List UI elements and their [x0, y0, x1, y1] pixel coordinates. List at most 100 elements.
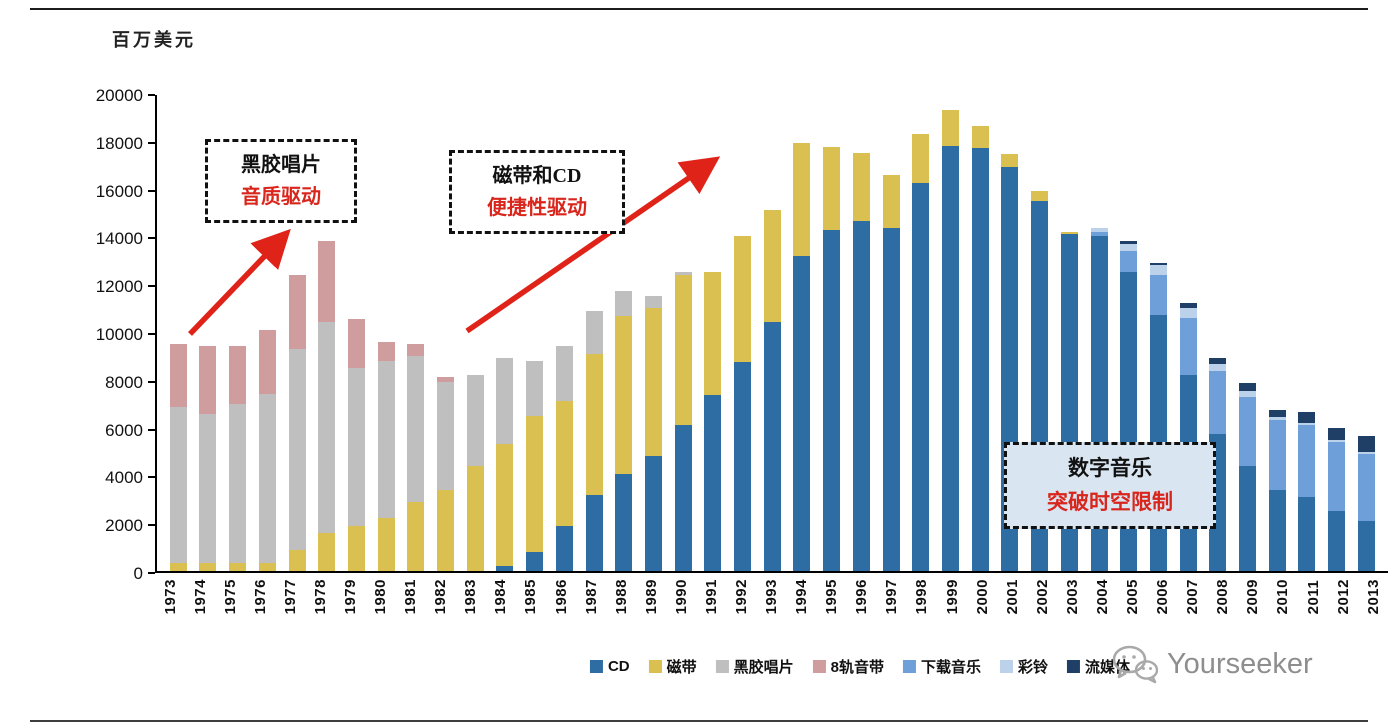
bar-segment [1179, 303, 1197, 309]
bar-segment [674, 274, 692, 426]
bar-column-2010 [1268, 409, 1286, 571]
y-axis-tick [148, 524, 155, 527]
bar-segment [734, 236, 752, 362]
x-axis-label: 1981 [402, 579, 420, 615]
bar-segment [199, 346, 217, 415]
bar-segment [377, 518, 395, 571]
x-axis-slot: 2000 [967, 579, 997, 614]
x-axis-slot: 2006 [1148, 579, 1178, 614]
bar-segment [971, 147, 989, 571]
bar-segment [1120, 241, 1138, 244]
bar-segment [1357, 453, 1375, 521]
bar-segment [882, 175, 900, 229]
bar-segment [882, 228, 900, 571]
x-axis-label: 1979 [342, 579, 359, 615]
x-axis-label: 1994 [793, 579, 811, 615]
bar-segment [555, 401, 573, 526]
bar-segment [437, 489, 455, 571]
x-axis-label: 2000 [973, 579, 991, 615]
bar-segment [1149, 262, 1167, 266]
bar-column-1990 [674, 272, 692, 571]
bar-segment [169, 407, 187, 563]
bar-segment [793, 255, 811, 571]
bar-segment [615, 474, 633, 571]
y-axis-tick [148, 141, 155, 144]
bar-segment [1239, 390, 1257, 397]
bar-segment [318, 322, 336, 533]
x-axis-label: 1985 [522, 579, 540, 615]
bar-segment [318, 241, 336, 323]
legend-swatch [589, 660, 603, 673]
bar-segment [823, 146, 841, 231]
y-axis-label: 0 [133, 564, 143, 583]
bar-segment [1031, 191, 1049, 201]
legend-swatch [1000, 660, 1014, 673]
bar-segment [169, 343, 187, 408]
x-axis-label: 1987 [582, 579, 600, 615]
x-axis-label: 1989 [642, 579, 660, 615]
bar-column-1994 [793, 143, 811, 571]
bar-segment [1357, 436, 1375, 452]
callout-vinyl-era: 黑胶唱片 音质驱动 [205, 139, 357, 223]
bar-segment [496, 444, 514, 567]
bar-segment [347, 525, 365, 571]
bar-segment [199, 414, 217, 563]
x-axis-label: 1980 [372, 579, 390, 615]
x-axis-slot: 1979 [335, 579, 365, 614]
bar-segment [437, 377, 455, 383]
bar-column-1992 [734, 236, 752, 571]
bar-segment [288, 274, 306, 349]
bar-column-1997 [882, 175, 900, 571]
y-axis-label: 8000 [105, 372, 143, 392]
bar-segment [347, 367, 365, 526]
bar-segment [1268, 409, 1286, 417]
callout-digital-title: 数字音乐 [1068, 456, 1152, 480]
y-axis-tick [148, 428, 155, 431]
bar-segment [496, 566, 514, 571]
legend-label: 下载音乐 [921, 659, 982, 676]
bar-segment [258, 394, 276, 563]
x-axis-slot: 1994 [787, 579, 817, 614]
legend-label: 彩铃 [1018, 659, 1049, 676]
x-axis-label: 1975 [221, 579, 239, 615]
bar-segment [1268, 420, 1286, 490]
bar-segment [1328, 439, 1346, 442]
x-axis-slot: 1997 [877, 579, 907, 614]
x-axis-label: 2001 [1003, 579, 1021, 615]
bar-segment [407, 343, 425, 356]
y-axis-label: 2000 [105, 516, 143, 536]
y-axis-tick [148, 189, 155, 192]
x-axis-slot: 1984 [486, 579, 516, 614]
bar-segment [644, 296, 662, 309]
bar-segment [1298, 422, 1316, 426]
y-axis-label: 14000 [95, 229, 143, 249]
bar-segment [526, 360, 544, 416]
bar-segment [229, 403, 247, 563]
bar-column-1973 [169, 343, 187, 571]
watermark: Yourseeker [1112, 644, 1313, 684]
bar-segment [1149, 265, 1167, 275]
top-divider [30, 8, 1368, 10]
bar-column-1982 [437, 377, 455, 571]
x-axis-label: 2008 [1214, 579, 1232, 615]
bar-column-1989 [644, 296, 662, 571]
legend-label: 流媒体 [1085, 659, 1131, 676]
x-axis-slot: 2010 [1268, 579, 1298, 614]
x-axis-slot: 1987 [576, 579, 606, 614]
y-axis-label: 20000 [95, 86, 143, 105]
bar-segment [1179, 317, 1197, 376]
bar-column-1991 [704, 272, 722, 571]
bar-column-1995 [823, 146, 841, 571]
x-axis-label: 2010 [1274, 579, 1292, 615]
y-axis-label: 6000 [105, 420, 143, 440]
x-axis-label: 1995 [823, 579, 841, 615]
x-axis-label: 1984 [492, 579, 510, 615]
bar-segment [644, 456, 662, 571]
bar-segment [1357, 451, 1375, 454]
chart-legend: CD 磁带 黑胶唱片 8轨音带 下载音乐 彩铃 流媒体 [589, 656, 1131, 677]
legend-item: 下载音乐 [903, 656, 981, 677]
bar-column-1977 [288, 274, 306, 571]
callout-digital-era: 数字音乐 突破时空限制 [1004, 442, 1216, 530]
x-axis-label: 1978 [311, 579, 329, 615]
y-axis-tick [148, 94, 155, 96]
